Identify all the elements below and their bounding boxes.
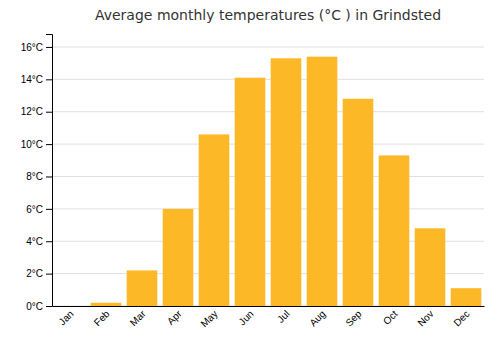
bar: [271, 58, 302, 306]
x-tick-label: Jul: [275, 308, 292, 325]
x-tick: Feb: [92, 308, 112, 328]
bar: [343, 99, 374, 306]
bar: [127, 270, 158, 306]
x-tick-label: May: [199, 308, 220, 329]
y-tick: 4°C: [26, 236, 52, 247]
y-tick: 2°C: [26, 268, 52, 279]
x-tick-label: Sep: [343, 308, 364, 329]
y-tick-mark: [46, 306, 52, 307]
x-tick-label: Oct: [381, 308, 400, 327]
x-tick-label: Jun: [236, 308, 255, 327]
bar: [307, 57, 338, 306]
bar: [55, 306, 86, 307]
x-tick-label: Aug: [307, 308, 327, 328]
x-tick-label: Feb: [92, 308, 112, 328]
y-tick-label: 2°C: [26, 268, 43, 279]
y-tick: 16°C: [21, 42, 52, 53]
grid-line: [52, 46, 484, 47]
y-tick: 12°C: [21, 106, 52, 117]
y-tick-label: 0°C: [26, 301, 43, 312]
y-tick-label: 8°C: [26, 171, 43, 182]
y-tick-mark: [46, 144, 52, 145]
y-tick-label: 14°C: [21, 74, 43, 85]
y-tick-label: 6°C: [26, 204, 43, 215]
x-tick: Aug: [307, 308, 327, 328]
bars: [91, 57, 482, 306]
y-tick-label: 4°C: [26, 236, 43, 247]
y-tick-mark: [46, 112, 52, 113]
grid-line: [52, 144, 484, 145]
y-tick: 0°C: [26, 301, 52, 312]
y-tick: 14°C: [21, 74, 52, 85]
y-axis-line: [46, 35, 53, 307]
bar: [235, 78, 266, 306]
x-tick: Nov: [415, 308, 435, 328]
y-tick: 6°C: [26, 204, 52, 215]
y-tick-mark: [46, 209, 52, 210]
y-tick-mark: [46, 176, 52, 177]
x-tick: May: [199, 308, 220, 329]
x-axis: Jan Feb Mar Apr May Jun Jul Aug Sep Oct Nov Dec: [53, 307, 485, 330]
x-tick-label: Nov: [415, 308, 435, 328]
x-tick: Sep: [343, 308, 364, 329]
plot-area: 0°C 2°C 4°C 6°C 8°C 10°C 12°C 14°C 16°C Jan Feb Mar…: [21, 35, 485, 330]
grid: [52, 47, 484, 306]
y-tick-mark: [46, 47, 52, 48]
y-tick-mark: [46, 274, 52, 275]
y-tick-label: 10°C: [21, 139, 43, 150]
x-tick: Mar: [128, 308, 148, 328]
x-tick-label: Apr: [165, 308, 184, 327]
bar: [163, 209, 194, 306]
x-tick: Dec: [451, 308, 471, 328]
x-tick: Apr: [165, 308, 184, 327]
x-axis-line: [53, 306, 485, 307]
y-tick: 10°C: [21, 139, 52, 150]
x-tick-label: Dec: [451, 308, 471, 328]
x-tick: Oct: [381, 308, 400, 327]
x-tick: Jul: [275, 308, 292, 325]
y-tick-label: 12°C: [21, 106, 43, 117]
bar: [451, 288, 482, 306]
grid-line: [52, 111, 484, 112]
x-tick-label: Jan: [56, 308, 75, 327]
x-tick: Jun: [236, 308, 255, 327]
x-tick-label: Mar: [128, 308, 148, 328]
y-tick: 8°C: [26, 171, 52, 182]
y-tick-mark: [46, 241, 52, 242]
chart-svg: 0°C 2°C 4°C 6°C 8°C 10°C 12°C 14°C 16°C Jan Feb Mar…: [0, 0, 500, 350]
y-tick-label: 16°C: [21, 42, 43, 53]
bar: [199, 134, 230, 306]
chart-container: 0°C 2°C 4°C 6°C 8°C 10°C 12°C 14°C 16°C Jan Feb Mar…: [0, 0, 500, 350]
title: Average monthly temperatures (°C ) in Gr…: [95, 7, 441, 23]
bar: [91, 303, 122, 306]
bar: [379, 155, 410, 306]
grid-line: [52, 208, 484, 209]
bar: [415, 228, 446, 306]
grid-line: [52, 79, 484, 80]
grid-line: [52, 176, 484, 177]
y-axis: 0°C 2°C 4°C 6°C 8°C 10°C 12°C 14°C 16°C: [21, 35, 53, 312]
x-tick: Jan: [56, 308, 75, 327]
y-tick-mark: [46, 79, 52, 80]
